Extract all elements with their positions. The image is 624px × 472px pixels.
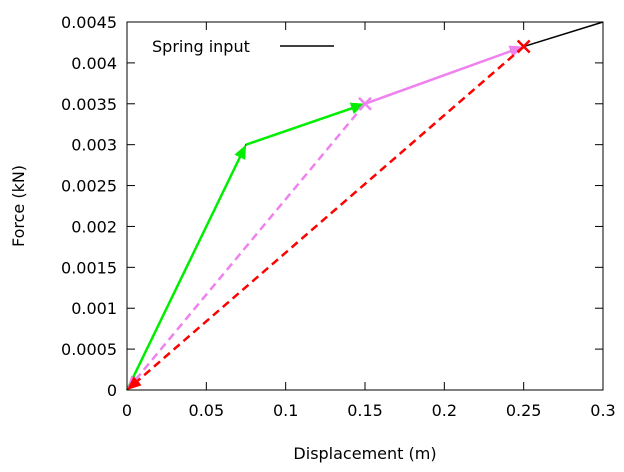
y-tick-label: 0.0035 xyxy=(61,95,117,114)
arrow-line xyxy=(134,102,366,381)
y-tick-label: 0.0025 xyxy=(61,177,117,196)
x-tick-label: 0.05 xyxy=(189,401,225,420)
arrow-head xyxy=(349,102,365,115)
x-tick-label: 0.25 xyxy=(506,401,542,420)
plot-frame xyxy=(126,21,604,391)
y-tick-label: 0 xyxy=(107,381,117,400)
x-marker xyxy=(358,96,372,111)
arrow-head xyxy=(127,376,142,390)
x-marker xyxy=(516,39,531,54)
arrow-line xyxy=(364,50,511,105)
x-tick-label: 0 xyxy=(122,401,132,420)
y-axis-label: Force (kN) xyxy=(9,165,28,247)
y-tick-label: 0.0015 xyxy=(61,258,117,277)
arrow-line xyxy=(125,156,242,391)
y-tick-label: 0.004 xyxy=(71,54,117,73)
arrow-head xyxy=(234,144,246,160)
x-tick-label: 0.15 xyxy=(347,401,383,420)
x-tick-label: 0.3 xyxy=(590,401,615,420)
y-tick-label: 0.003 xyxy=(71,136,117,155)
y-tick-label: 0.0005 xyxy=(61,340,117,359)
legend-label: Spring input xyxy=(152,37,250,56)
arrow-line xyxy=(136,45,525,382)
arrow-line xyxy=(245,107,353,146)
x-tick-label: 0.1 xyxy=(273,401,298,420)
x-tick-label: 0.2 xyxy=(432,401,457,420)
series-line xyxy=(126,21,604,391)
x-axis-label: Displacement (m) xyxy=(293,444,436,463)
y-tick-label: 0.002 xyxy=(71,217,117,236)
y-tick-label: 0.0045 xyxy=(61,13,117,32)
y-tick-label: 0.001 xyxy=(71,299,117,318)
